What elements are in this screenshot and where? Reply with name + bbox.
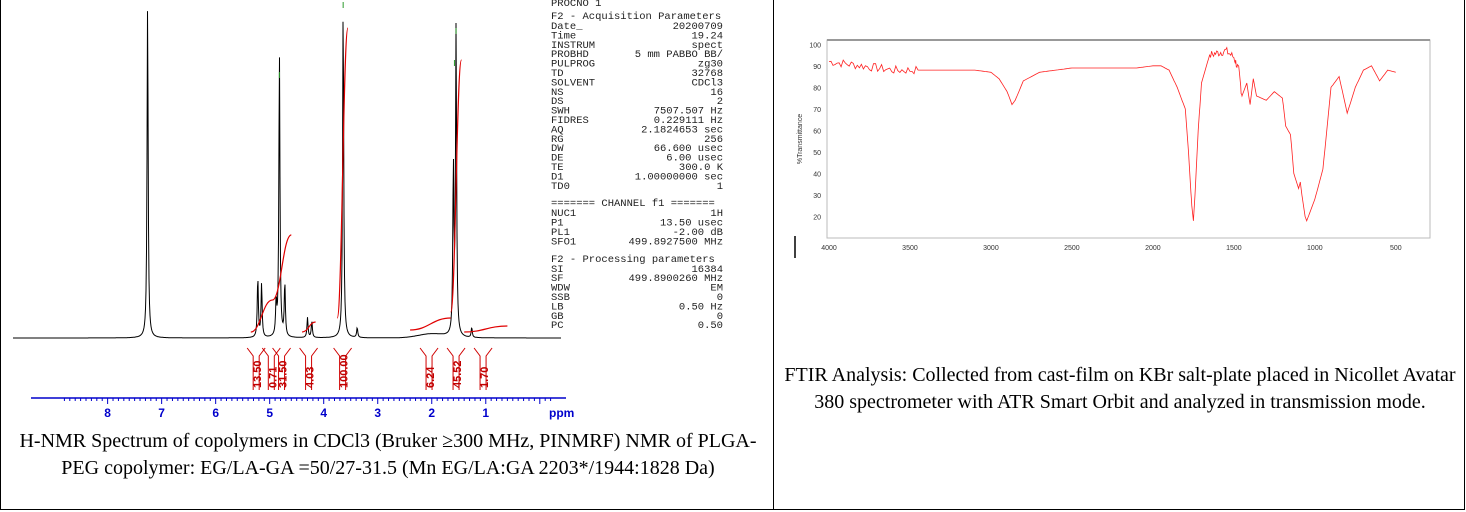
proc-param-value: 0.50 [698, 320, 723, 332]
proc-param-value: 499.8900260 MHz [628, 273, 723, 285]
ftir-x-tick-label: 1500 [1226, 245, 1242, 252]
nmr-x-tick-label: 6 [212, 406, 219, 420]
integral-curve [272, 235, 291, 300]
nmr-x-tick-label: 1 [482, 406, 489, 420]
integral-label: 45.52 [452, 360, 464, 388]
integral-label: 1.70 [479, 367, 491, 388]
ftir-y-tick-label: 90 [813, 64, 821, 71]
ftir-x-tick-label: 4000 [821, 245, 837, 252]
ftir-y-tick-label: 50 [813, 150, 821, 157]
integral-label: 4.03 [305, 367, 317, 388]
nmr-x-tick-label: 8 [104, 406, 111, 420]
ftir-x-tick-label: 3000 [983, 245, 999, 252]
integral-label: 100.00 [339, 354, 351, 388]
nmr-x-tick-label: 2 [428, 406, 435, 420]
nmr-spectrum-line [13, 11, 561, 338]
nmr-panel: 13.50 0.71 31.50 4.03 100.00 6.24 45.52 1.70 8 7 6… [0, 0, 774, 510]
ftir-x-tick-label: 500 [1390, 245, 1402, 252]
nmr-caption: H-NMR Spectrum of copolymers in CDCl3 (B… [11, 428, 765, 482]
ftir-y-axis-label: %Transmittance [797, 114, 804, 164]
ftir-y-tick-label: 40 [813, 171, 821, 178]
ftir-y-tick-label: 100 [809, 42, 821, 49]
ftir-x-tick-label: 3500 [902, 245, 918, 252]
integral-curve [251, 300, 273, 332]
integral-label: 6.24 [425, 366, 437, 388]
ftir-transmittance-line [829, 48, 1396, 221]
acq-param-key: TD0 [551, 181, 570, 193]
ftir-x-tick-label: 2000 [1145, 245, 1161, 252]
acq-param-value: 1 [717, 181, 723, 193]
acq-param-value: 1.00000000 sec [635, 171, 723, 183]
integral-curve [464, 326, 507, 332]
param-header: PROCNO 1 [551, 0, 601, 10]
ftir-y-tick-label: 20 [813, 214, 821, 221]
ftir-y-tick-label: 60 [813, 128, 821, 135]
ftir-y-tick-label: 80 [813, 85, 821, 92]
nmr-x-axis-label: ppm [549, 406, 574, 420]
proc-param-key: PC [551, 320, 564, 332]
ftir-y-tick-label: 70 [813, 107, 821, 114]
nmr-x-tick-label: 3 [374, 406, 381, 420]
integral-label: 31.50 [278, 360, 290, 388]
channel-param-value: 499.8927500 MHz [628, 236, 723, 248]
nmr-x-tick-label: 7 [158, 406, 165, 420]
channel-param-key: SFO1 [551, 236, 576, 248]
proc-title: F2 - Processing parameters [551, 254, 715, 266]
ftir-caption: FTIR Analysis: Collected from cast-film … [784, 362, 1456, 416]
ftir-spectrum-chart: 100 90 80 70 60 50 40 30 20 4000 3500 3000 2500 2000 1… [774, 0, 1464, 330]
nmr-x-tick-label: 4 [320, 406, 327, 420]
ftir-y-tick-label: 30 [813, 193, 821, 200]
ftir-panel: 100 90 80 70 60 50 40 30 20 4000 3500 3000 2500 2000 1… [773, 0, 1465, 510]
ftir-x-tick-label: 1000 [1307, 245, 1323, 252]
nmr-x-tick-label: 5 [266, 406, 273, 420]
integral-curve [410, 318, 451, 330]
integral-label: 13.50 [252, 360, 264, 388]
ftir-x-tick-label: 2500 [1064, 245, 1080, 252]
